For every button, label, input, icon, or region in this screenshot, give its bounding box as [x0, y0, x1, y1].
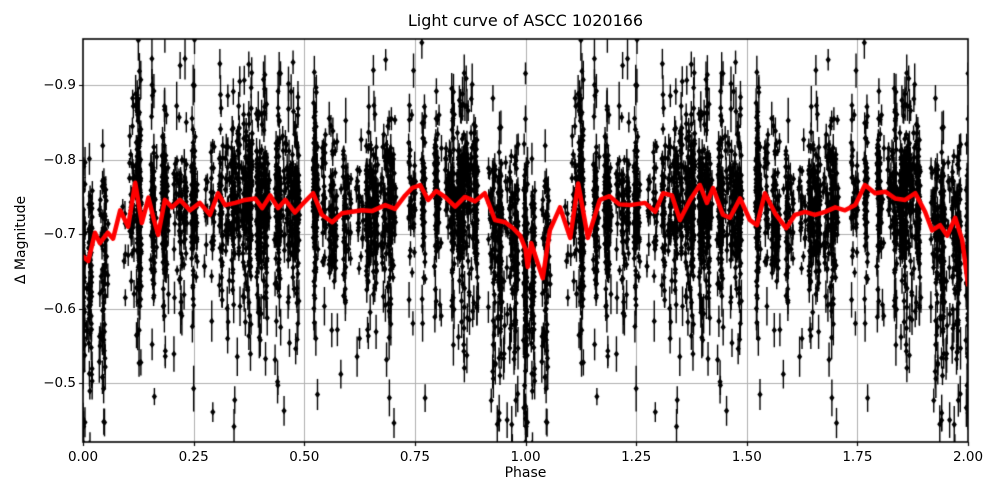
y-tick-label: −0.6	[43, 300, 76, 317]
y-tick-label: −0.8	[43, 151, 76, 168]
x-tick-label: 0.50	[289, 449, 320, 465]
y-tick-label: −0.5	[43, 375, 76, 392]
chart-title: Light curve of ASCC 1020166	[407, 11, 644, 30]
x-tick-label: 0.75	[399, 449, 430, 465]
x-tick-label: 1.75	[842, 449, 873, 465]
y-tick-label: −0.7	[43, 226, 76, 243]
x-tick-label: 1.25	[621, 449, 652, 465]
x-tick-label: 1.00	[510, 449, 541, 465]
x-tick-label: 0.00	[67, 449, 99, 465]
x-tick-label: 1.50	[731, 449, 762, 465]
x-tick-label: 2.00	[952, 449, 984, 465]
x-tick-label: 0.25	[178, 449, 209, 465]
x-axis-label: Phase	[504, 465, 547, 481]
y-tick-label: −0.9	[43, 77, 76, 94]
